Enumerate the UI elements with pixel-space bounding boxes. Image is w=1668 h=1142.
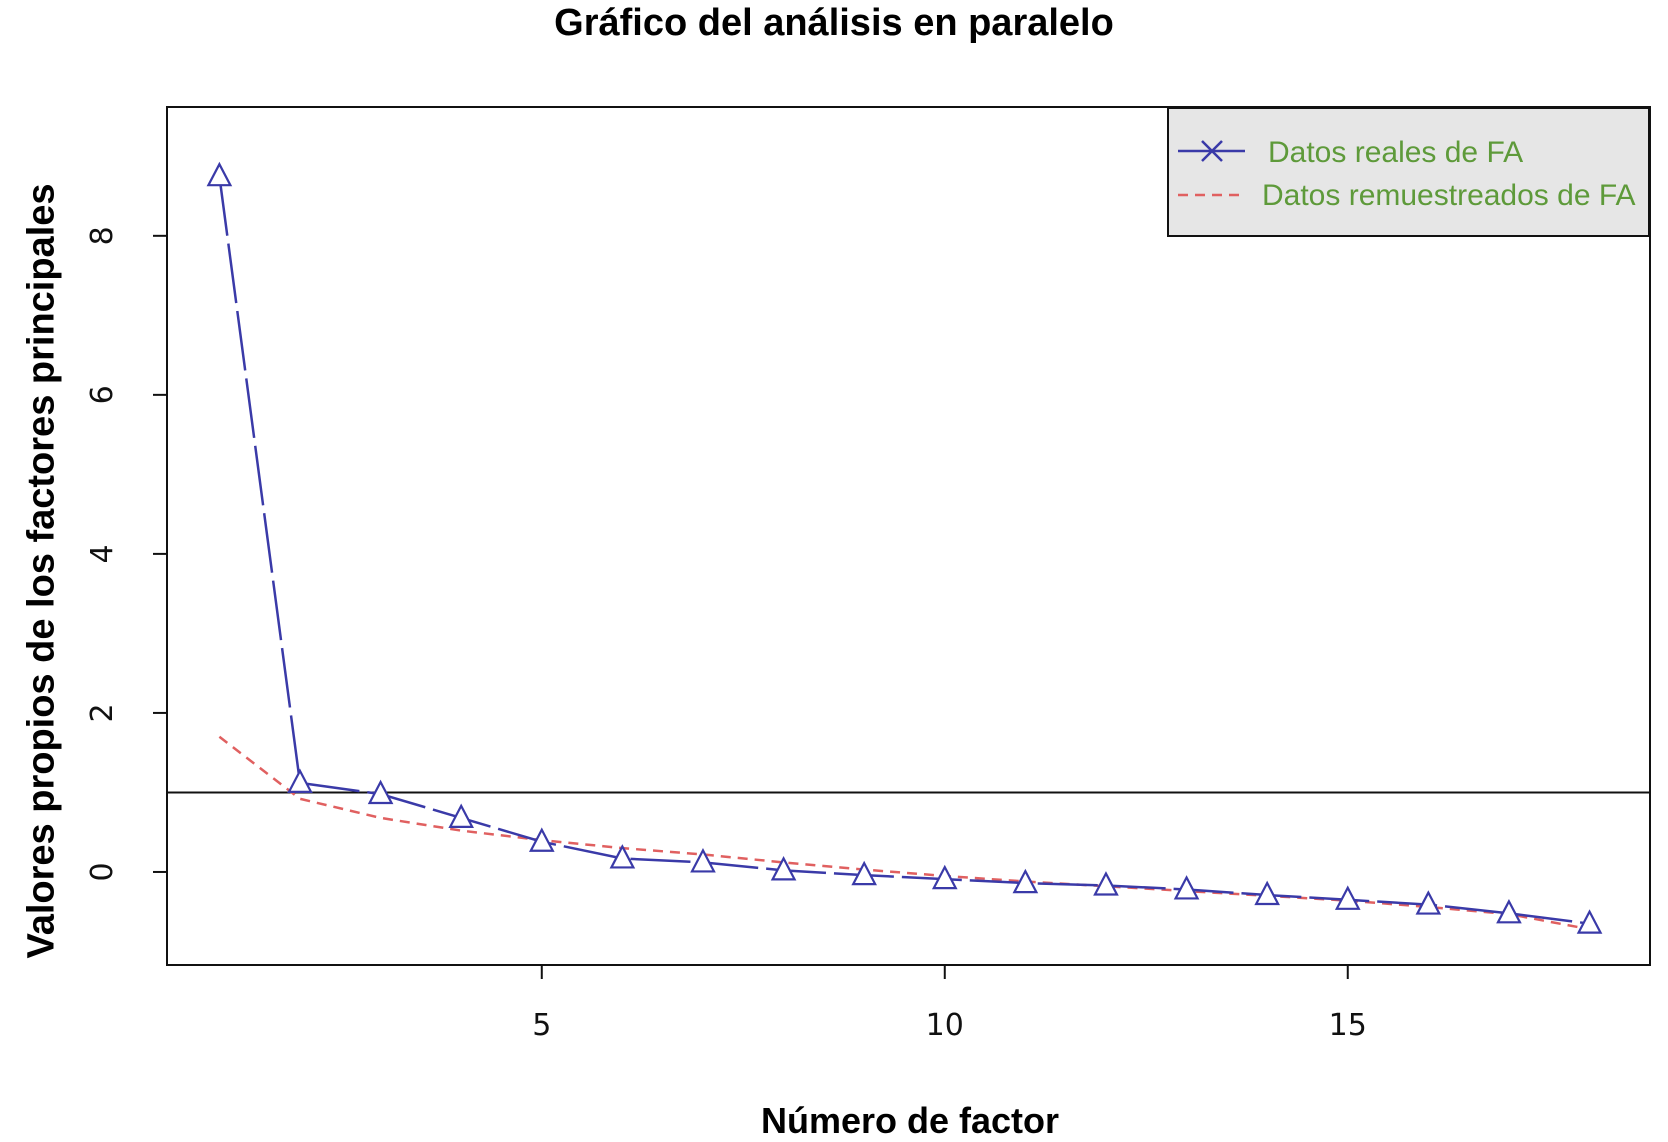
- series-layer: [167, 161, 1650, 934]
- chart-title: Gráfico del análisis en paralelo: [554, 2, 1114, 44]
- data-point-real: [367, 779, 394, 805]
- legend-label-real: Datos reales de FA: [1268, 136, 1523, 169]
- plot-frame: [166, 106, 1651, 966]
- x-tick-label: 5: [532, 1008, 551, 1043]
- x-tick-label: 15: [1329, 1008, 1367, 1043]
- data-point-real: [770, 856, 797, 881]
- data-point-real: [1496, 898, 1522, 924]
- data-point-real: [1093, 871, 1119, 896]
- series-line-resampled: [218, 735, 1590, 931]
- y-tick-label: 8: [85, 226, 120, 245]
- series-line-real: [218, 176, 1590, 925]
- data-point-real: [851, 860, 877, 886]
- legend-marker-x: [1201, 140, 1223, 162]
- axes: 5 10 15 0 2 4 6 8: [85, 226, 1367, 1043]
- data-point-real: [931, 864, 958, 890]
- legend-label-resampled: Datos remuestreados de FA: [1262, 179, 1636, 212]
- data-point-real: [1415, 890, 1442, 915]
- legend: Datos reales de FA Datos remuestreados d…: [1167, 107, 1650, 237]
- y-tick-label: 0: [85, 862, 120, 881]
- data-point-real: [528, 827, 555, 852]
- data-point-real: [690, 848, 716, 873]
- legend-box: [1167, 107, 1650, 237]
- data-point-real: [1334, 885, 1361, 910]
- x-axis-label: Número de factor: [760, 1100, 1060, 1141]
- data-point-real: [448, 803, 475, 828]
- data-point-real: [1254, 880, 1280, 906]
- y-tick-label: 6: [85, 385, 120, 404]
- data-point-real: [1173, 875, 1200, 900]
- data-point-real: [609, 844, 636, 869]
- y-tick-label: 2: [85, 703, 120, 722]
- data-point-real: [206, 161, 233, 187]
- x-tick-label: 10: [926, 1008, 964, 1043]
- data-point-real: [287, 768, 313, 794]
- y-tick-label: 4: [85, 544, 120, 563]
- data-point-real: [1012, 868, 1039, 894]
- data-point-real: [1576, 909, 1603, 934]
